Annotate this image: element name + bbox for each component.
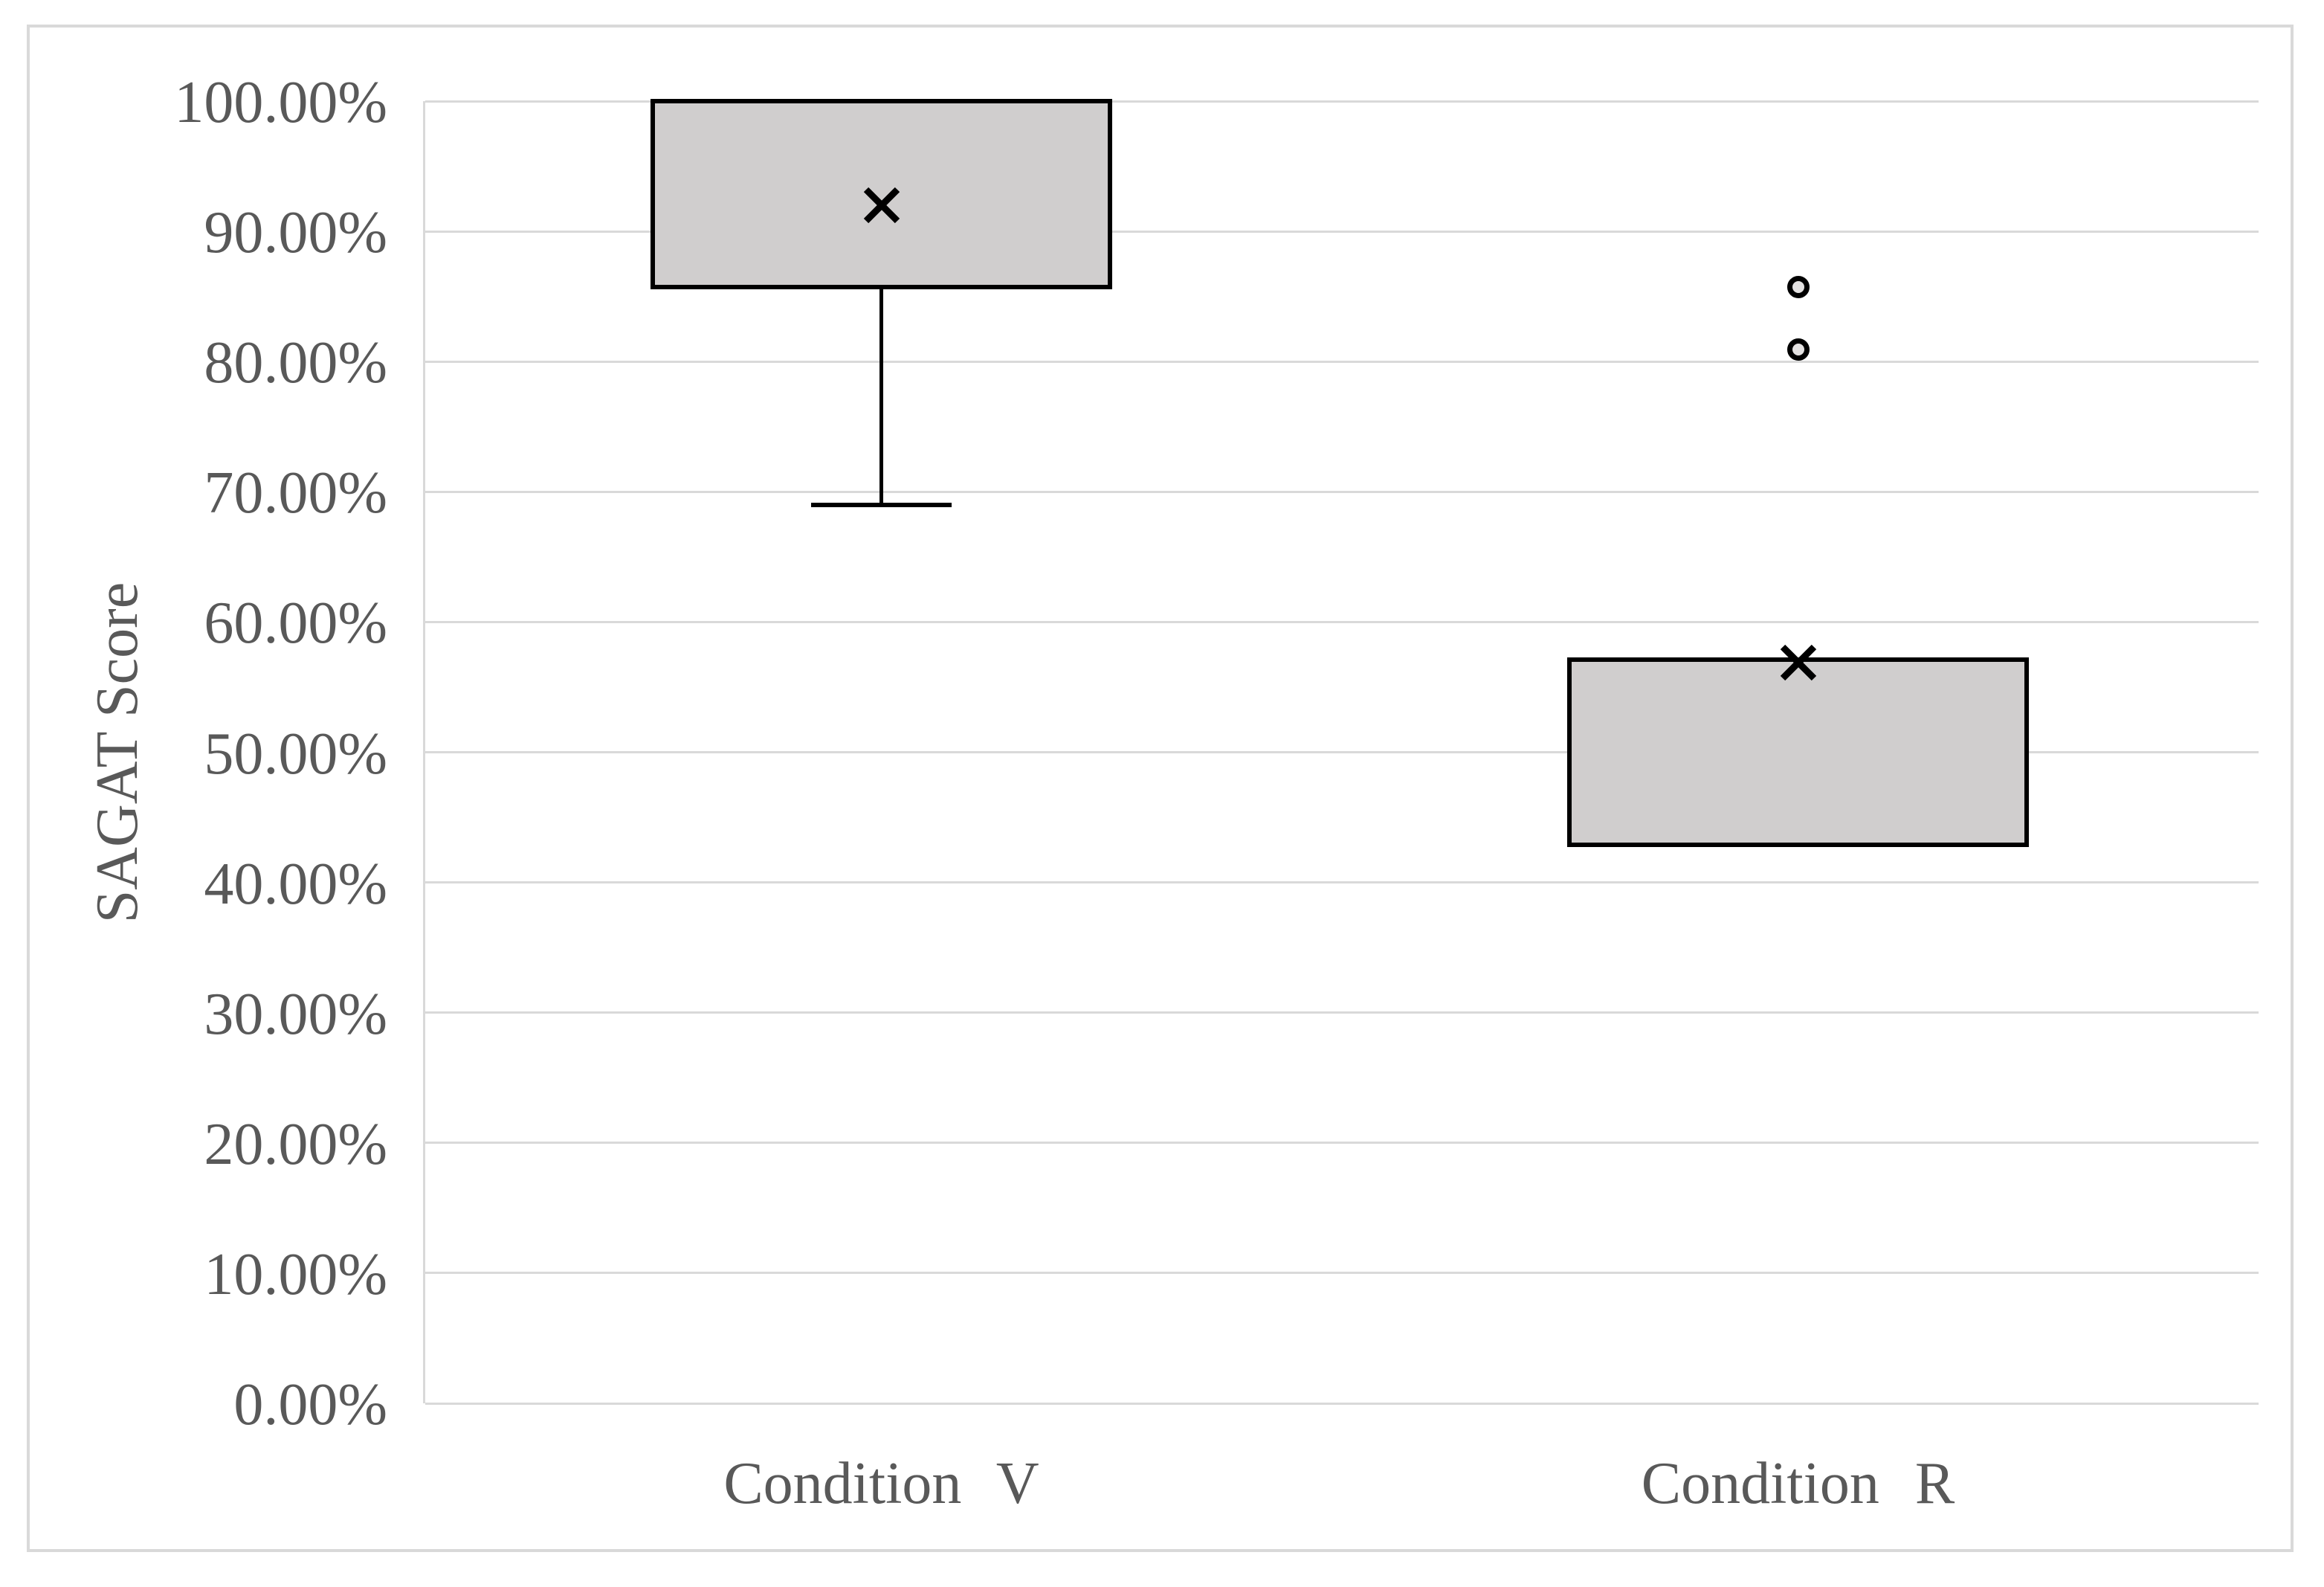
- category-label: Condition V: [723, 1451, 1039, 1516]
- outlier-point-icon: [1786, 338, 1810, 361]
- boxplot-box: [650, 99, 1113, 290]
- y-tick-label: 50.00%: [204, 721, 387, 787]
- gridline: [425, 620, 2259, 623]
- y-tick-label: 70.00%: [204, 460, 387, 527]
- outlier-point-icon: [1786, 276, 1810, 299]
- gridline: [425, 1142, 2259, 1145]
- gridline: [425, 100, 2259, 103]
- y-tick-label: 60.00%: [204, 590, 387, 657]
- y-tick-label: 90.00%: [204, 200, 387, 266]
- gridline: [425, 230, 2259, 233]
- plot-area: [423, 100, 2259, 1405]
- gridline: [425, 1402, 2259, 1405]
- y-tick-label: 80.00%: [204, 330, 387, 396]
- lower-whisker-line: [879, 287, 883, 505]
- y-tick-label: 0.00%: [233, 1372, 387, 1438]
- y-tick-label: 30.00%: [204, 981, 387, 1047]
- y-tick-label: 40.00%: [204, 851, 387, 917]
- gridline: [425, 1272, 2259, 1275]
- mean-x-marker-icon: [861, 184, 903, 230]
- category-label: Condition R: [1641, 1451, 1955, 1516]
- y-tick-label: 100.00%: [174, 70, 387, 135]
- gridline: [425, 490, 2259, 493]
- gridline: [425, 1011, 2259, 1014]
- y-tick-label: 20.00%: [204, 1111, 387, 1177]
- lower-whisker-cap: [810, 502, 952, 507]
- gridline: [425, 360, 2259, 363]
- y-tick-label: 10.00%: [204, 1241, 387, 1307]
- gridline: [425, 751, 2259, 753]
- gridline: [425, 881, 2259, 884]
- chart-frame: SAGAT Score 100.00% 90.00% 80.00% 70.00% 60.…: [27, 25, 2294, 1552]
- mean-x-marker-icon: [1778, 642, 1819, 687]
